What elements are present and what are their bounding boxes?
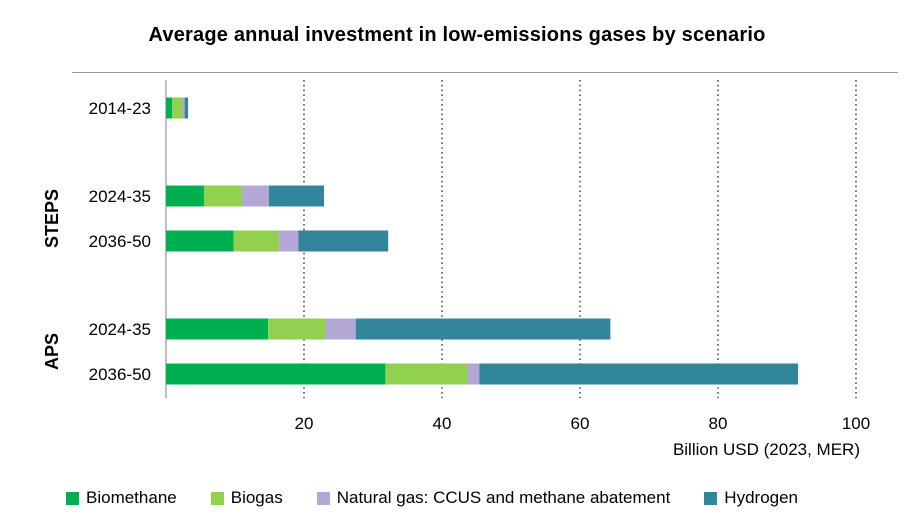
group-label-steps: STEPS xyxy=(42,189,62,248)
category-label: 2036-50 xyxy=(89,365,151,384)
bar-biogas-3 xyxy=(268,318,326,340)
bar-hydrogen-0 xyxy=(184,97,189,119)
legend-label: Biomethane xyxy=(86,488,177,507)
x-axis-label: Billion USD (2023, MER) xyxy=(673,440,860,459)
bars xyxy=(166,97,799,385)
legend-label: Biogas xyxy=(230,488,283,507)
bar-hydrogen-1 xyxy=(268,185,325,207)
category-label: 2014-23 xyxy=(89,99,151,118)
category-label: 2024-35 xyxy=(89,320,151,339)
bar-natural-gas-2 xyxy=(279,230,299,252)
chart-plot: 2014-23 2024-35 2036-50 2024-35 2036-50 STEP… xyxy=(42,80,871,459)
bar-biogas-2 xyxy=(233,230,280,252)
category-labels: 2014-23 2024-35 2036-50 2024-35 2036-50 xyxy=(89,99,151,384)
legend-swatch xyxy=(316,491,330,505)
group-labels: STEPS APS xyxy=(42,189,62,370)
x-tick-label: 60 xyxy=(571,414,590,433)
legend-item: Hydrogen xyxy=(704,488,798,508)
x-tick-label: 80 xyxy=(709,414,728,433)
bar-biomethane-2 xyxy=(166,230,234,252)
bar-natural-gas-4 xyxy=(467,363,480,385)
chart-title: Average annual investment in low-emissio… xyxy=(148,24,766,46)
legend-item: Natural gas: CCUS and methane abatement xyxy=(316,488,671,508)
x-tick-labels: 20 40 60 80 100 xyxy=(295,414,871,433)
bar-natural-gas-1 xyxy=(241,185,269,207)
x-tick-label: 20 xyxy=(295,414,314,433)
bar-biogas-4 xyxy=(385,363,468,385)
x-tick-label: 40 xyxy=(433,414,452,433)
bar-biomethane-1 xyxy=(166,185,204,207)
bar-natural-gas-3 xyxy=(325,318,356,340)
legend-swatch xyxy=(704,491,718,505)
bar-hydrogen-3 xyxy=(355,318,611,340)
legend-swatch xyxy=(66,491,79,505)
legend-item: Biomethane xyxy=(66,488,177,508)
bar-biogas-0 xyxy=(172,97,183,119)
bar-hydrogen-2 xyxy=(298,230,389,252)
bar-hydrogen-4 xyxy=(479,363,799,385)
title-rule xyxy=(72,72,898,73)
category-label: 2024-35 xyxy=(89,187,151,206)
legend-swatch xyxy=(210,491,224,505)
bar-biomethane-3 xyxy=(166,318,269,340)
x-tick-label: 100 xyxy=(842,414,870,433)
bar-natural-gas-0 xyxy=(182,97,185,119)
legend-label: Natural gas: CCUS and methane abatement xyxy=(336,488,671,507)
category-label: 2036-50 xyxy=(89,232,151,251)
legend-label: Hydrogen xyxy=(724,488,799,507)
legend: Biomethane Biogas Natural gas: CCUS and me… xyxy=(66,488,832,508)
bar-biogas-1 xyxy=(203,185,242,207)
bar-biomethane-0 xyxy=(166,97,173,119)
legend-item: Biogas xyxy=(210,488,283,508)
group-label-aps: APS xyxy=(42,333,62,370)
bar-biomethane-4 xyxy=(166,363,386,385)
